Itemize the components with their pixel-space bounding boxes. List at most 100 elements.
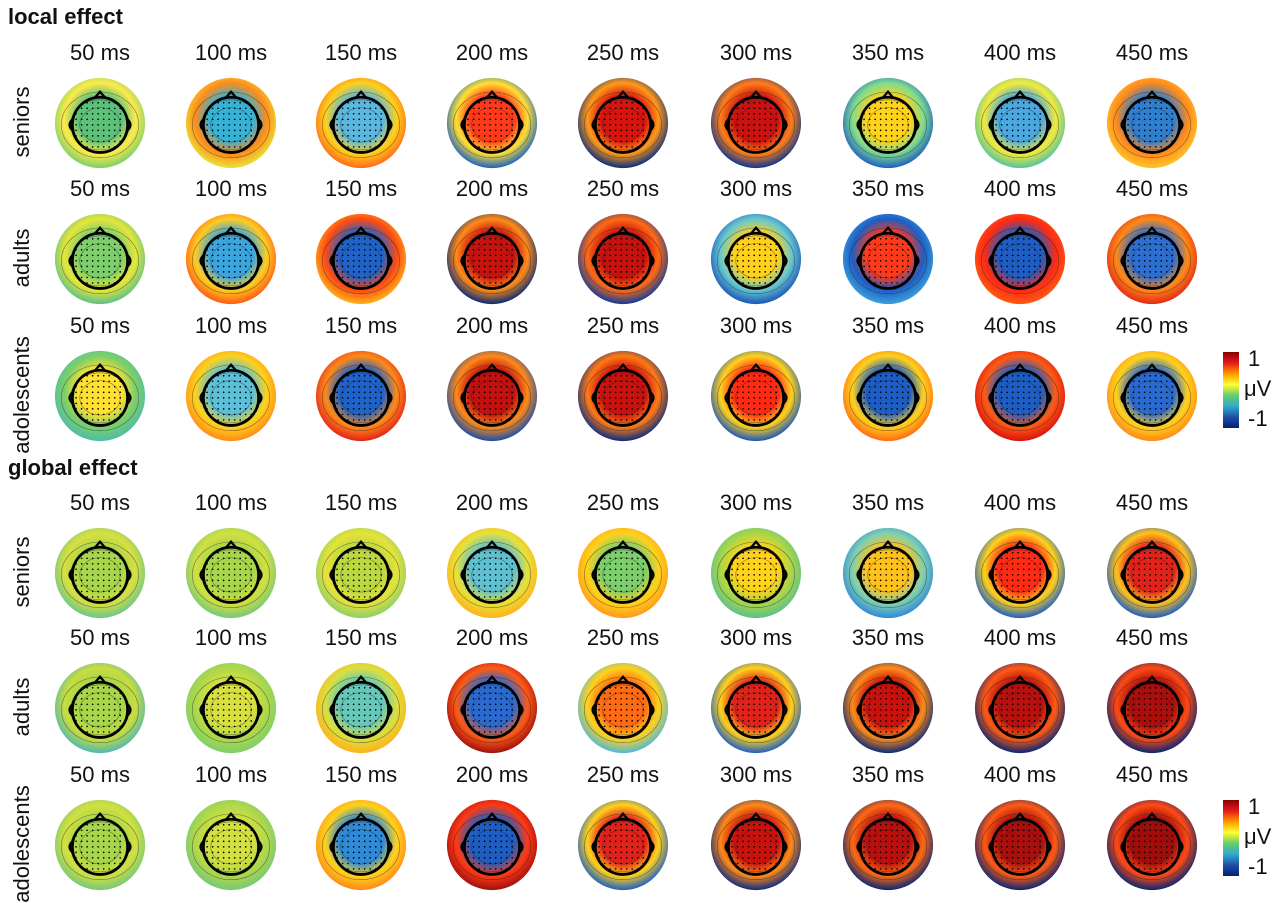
time-label: 150 ms	[324, 490, 398, 515]
right-ear-mark	[257, 568, 263, 582]
head-outline	[1123, 368, 1181, 427]
right-ear-mark	[649, 391, 655, 405]
head-outline	[71, 545, 129, 604]
left-ear-mark	[856, 118, 862, 132]
topomap-seniors-2	[315, 77, 407, 169]
time-label: 100 ms	[194, 176, 268, 201]
left-ear-mark	[724, 703, 730, 717]
topomap-adults-0	[54, 213, 146, 305]
nose-mark	[881, 674, 895, 684]
head-outline	[1123, 817, 1181, 876]
time-label: 300 ms	[719, 490, 793, 515]
left-ear-mark	[199, 703, 205, 717]
electrode-grid	[995, 101, 1042, 148]
left-ear-mark	[724, 254, 730, 268]
nose-mark	[1013, 811, 1027, 821]
topomap-adults-7	[974, 662, 1066, 754]
colorbar	[1223, 352, 1239, 428]
right-ear-mark	[387, 118, 393, 132]
head-outline	[991, 95, 1049, 154]
time-label: 450 ms	[1115, 762, 1189, 787]
right-ear-mark	[126, 568, 132, 582]
electrode-grid	[598, 374, 645, 421]
right-ear-mark	[387, 703, 393, 717]
nose-mark	[1145, 225, 1159, 235]
electrode-grid	[1127, 686, 1174, 733]
topomap-adolescents-2	[315, 350, 407, 442]
head-outline	[202, 231, 260, 290]
electrode-grid	[731, 686, 778, 733]
topomap-seniors-7	[974, 77, 1066, 169]
nose-mark	[224, 811, 238, 821]
time-label: 100 ms	[194, 490, 268, 515]
left-ear-mark	[460, 118, 466, 132]
time-label: 50 ms	[70, 313, 130, 338]
head-outline	[594, 95, 652, 154]
left-ear-mark	[856, 254, 862, 268]
head-outline	[1123, 231, 1181, 290]
nose-mark	[616, 539, 630, 549]
left-ear-mark	[68, 254, 74, 268]
colorbar-min-label: -1	[1248, 854, 1268, 879]
left-ear-mark	[724, 391, 730, 405]
head-outline	[332, 817, 390, 876]
nose-mark	[1013, 539, 1027, 549]
time-label: 250 ms	[586, 490, 660, 515]
right-ear-mark	[1046, 391, 1052, 405]
electrode-grid	[995, 551, 1042, 598]
nose-mark	[749, 539, 763, 549]
head-outline	[71, 231, 129, 290]
left-ear-mark	[1120, 391, 1126, 405]
time-label: 150 ms	[324, 176, 398, 201]
topomap-adults-4	[577, 662, 669, 754]
time-label: 200 ms	[455, 313, 529, 338]
head-outline	[594, 231, 652, 290]
section-title: local effect	[8, 4, 123, 29]
nose-mark	[1145, 674, 1159, 684]
head-outline	[991, 231, 1049, 290]
nose-mark	[881, 225, 895, 235]
electrode-grid	[1127, 551, 1174, 598]
group-label-adults: adults	[9, 228, 34, 288]
time-label: 150 ms	[324, 762, 398, 787]
topomap-seniors-6	[842, 77, 934, 169]
nose-mark	[485, 674, 499, 684]
topomap-adults-6	[842, 213, 934, 305]
electrode-grid	[995, 237, 1042, 284]
time-label: 50 ms	[70, 625, 130, 650]
group-label-seniors: seniors	[9, 536, 34, 608]
nose-mark	[749, 674, 763, 684]
head-outline	[332, 680, 390, 739]
time-label: 150 ms	[324, 313, 398, 338]
left-ear-mark	[856, 703, 862, 717]
head-outline	[332, 95, 390, 154]
right-ear-mark	[518, 568, 524, 582]
head-outline	[594, 680, 652, 739]
electrode-grid	[467, 101, 514, 148]
time-label: 300 ms	[719, 176, 793, 201]
electrode-grid	[863, 823, 910, 870]
nose-mark	[93, 674, 107, 684]
time-label: 300 ms	[719, 762, 793, 787]
topomap-adults-7	[974, 213, 1066, 305]
head-outline	[463, 680, 521, 739]
nose-mark	[1013, 362, 1027, 372]
head-outline	[594, 368, 652, 427]
head-outline	[859, 817, 917, 876]
topomap-adolescents-5	[710, 350, 802, 442]
topomap-adolescents-7	[974, 799, 1066, 891]
colorbar-unit: μV	[1244, 824, 1272, 849]
right-ear-mark	[257, 840, 263, 854]
right-ear-mark	[914, 703, 920, 717]
left-ear-mark	[1120, 840, 1126, 854]
head-outline	[727, 817, 785, 876]
nose-mark	[485, 225, 499, 235]
electrode-grid	[75, 551, 122, 598]
right-ear-mark	[649, 840, 655, 854]
time-label: 200 ms	[455, 625, 529, 650]
electrode-grid	[336, 551, 383, 598]
topomap-adults-1	[185, 662, 277, 754]
nose-mark	[616, 674, 630, 684]
electrode-grid	[995, 686, 1042, 733]
left-ear-mark	[724, 840, 730, 854]
